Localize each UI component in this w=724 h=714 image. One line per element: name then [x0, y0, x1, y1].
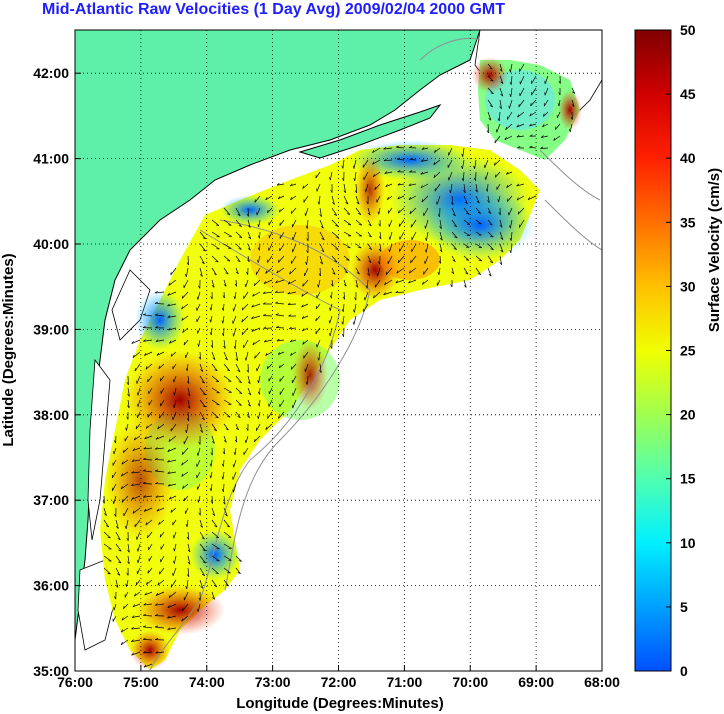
- y-axis-label: Latitude (Degrees:Minutes): [0, 253, 17, 446]
- y-axis-ticks: 42:00 41:00 40:00 39:00 38:00 37:00 36:00 35:00: [33, 65, 81, 679]
- map-title: Mid-Atlantic Raw Velocities (1 Day Avg) …: [42, 1, 505, 18]
- x-tick-label: 74:00: [189, 674, 225, 690]
- colorbar-tick-label: 35: [680, 214, 696, 230]
- long-island: [298, 103, 442, 159]
- colorbar-tick-label: 45: [680, 86, 696, 102]
- y-tick-label: 42:00: [33, 65, 69, 81]
- velocity-vectors: [102, 63, 576, 668]
- x-tick-label: 72:00: [321, 674, 357, 690]
- colorbar-tick-label: 50: [680, 22, 696, 38]
- slow-zone-nyb: [220, 195, 280, 225]
- fast-zone-hatteras: [135, 585, 225, 635]
- y-tick-label: 35:00: [33, 663, 69, 679]
- x-tick-label: 76:00: [57, 674, 93, 690]
- colorbar-tick-label: 25: [680, 343, 696, 359]
- y-tick-label: 41:00: [33, 151, 69, 167]
- colorbar-tick-label: 5: [680, 599, 688, 615]
- bathymetry-contours: [149, 37, 602, 671]
- x-tick-label: 75:00: [123, 674, 159, 690]
- y-tick-label: 37:00: [33, 492, 69, 508]
- x-tick-label: 73:00: [255, 674, 291, 690]
- x-axis-ticks: 76:00 75:00 74:00 73:00 72:00 71:00 70:00 69:00…: [57, 665, 620, 690]
- x-tick-label: 70:00: [452, 674, 488, 690]
- x-tick-label: 68:00: [584, 674, 620, 690]
- x-tick-label: 69:00: [518, 674, 554, 690]
- slow-zone-south: [190, 530, 240, 580]
- colorbar-tick-label: 20: [680, 407, 696, 423]
- y-tick-label: 39:00: [33, 321, 69, 337]
- colorbar-tick-label: 0: [680, 663, 688, 679]
- x-axis-label: Longitude (Degrees:Minutes): [236, 695, 444, 712]
- colorbar-tick-label: 15: [680, 471, 696, 487]
- slow-zone-east2: [425, 190, 535, 260]
- colorbar-tick-label: 10: [680, 535, 696, 551]
- land-mass: [75, 30, 481, 641]
- y-tick-label: 36:00: [33, 578, 69, 594]
- colorbar-tick-label: 30: [680, 278, 696, 294]
- colorbar-label: Surface Velocity (cm/s): [706, 168, 723, 332]
- y-tick-label: 38:00: [33, 407, 69, 423]
- chesapeake-bay: [87, 358, 111, 541]
- map-grid: [75, 30, 602, 671]
- x-tick-label: 71:00: [386, 674, 422, 690]
- delaware-bay: [111, 269, 151, 341]
- y-tick-label: 40:00: [33, 236, 69, 252]
- colorbar-tick-label: 40: [680, 150, 696, 166]
- colorbar: [634, 29, 672, 672]
